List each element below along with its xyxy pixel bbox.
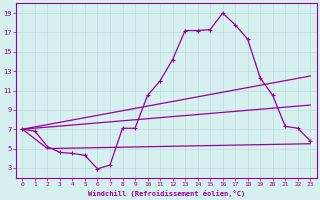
X-axis label: Windchill (Refroidissement éolien,°C): Windchill (Refroidissement éolien,°C) — [88, 190, 245, 197]
